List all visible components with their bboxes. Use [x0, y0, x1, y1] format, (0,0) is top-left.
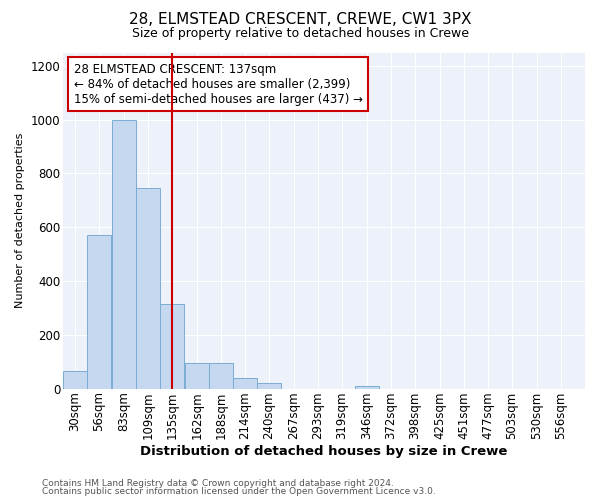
Bar — [160, 304, 184, 388]
Bar — [112, 120, 136, 388]
Text: 28, ELMSTEAD CRESCENT, CREWE, CW1 3PX: 28, ELMSTEAD CRESCENT, CREWE, CW1 3PX — [129, 12, 471, 28]
Bar — [257, 383, 281, 388]
Text: 28 ELMSTEAD CRESCENT: 137sqm
← 84% of detached houses are smaller (2,399)
15% of: 28 ELMSTEAD CRESCENT: 137sqm ← 84% of de… — [74, 62, 362, 106]
Bar — [63, 371, 87, 388]
Bar — [355, 386, 379, 388]
Text: Contains HM Land Registry data © Crown copyright and database right 2024.: Contains HM Land Registry data © Crown c… — [42, 478, 394, 488]
Bar — [136, 188, 160, 388]
Text: Contains public sector information licensed under the Open Government Licence v3: Contains public sector information licen… — [42, 487, 436, 496]
X-axis label: Distribution of detached houses by size in Crewe: Distribution of detached houses by size … — [140, 444, 508, 458]
Bar — [209, 363, 233, 388]
Bar — [185, 363, 209, 388]
Bar — [233, 378, 257, 388]
Text: Size of property relative to detached houses in Crewe: Size of property relative to detached ho… — [131, 28, 469, 40]
Bar — [87, 236, 111, 388]
Y-axis label: Number of detached properties: Number of detached properties — [15, 133, 25, 308]
